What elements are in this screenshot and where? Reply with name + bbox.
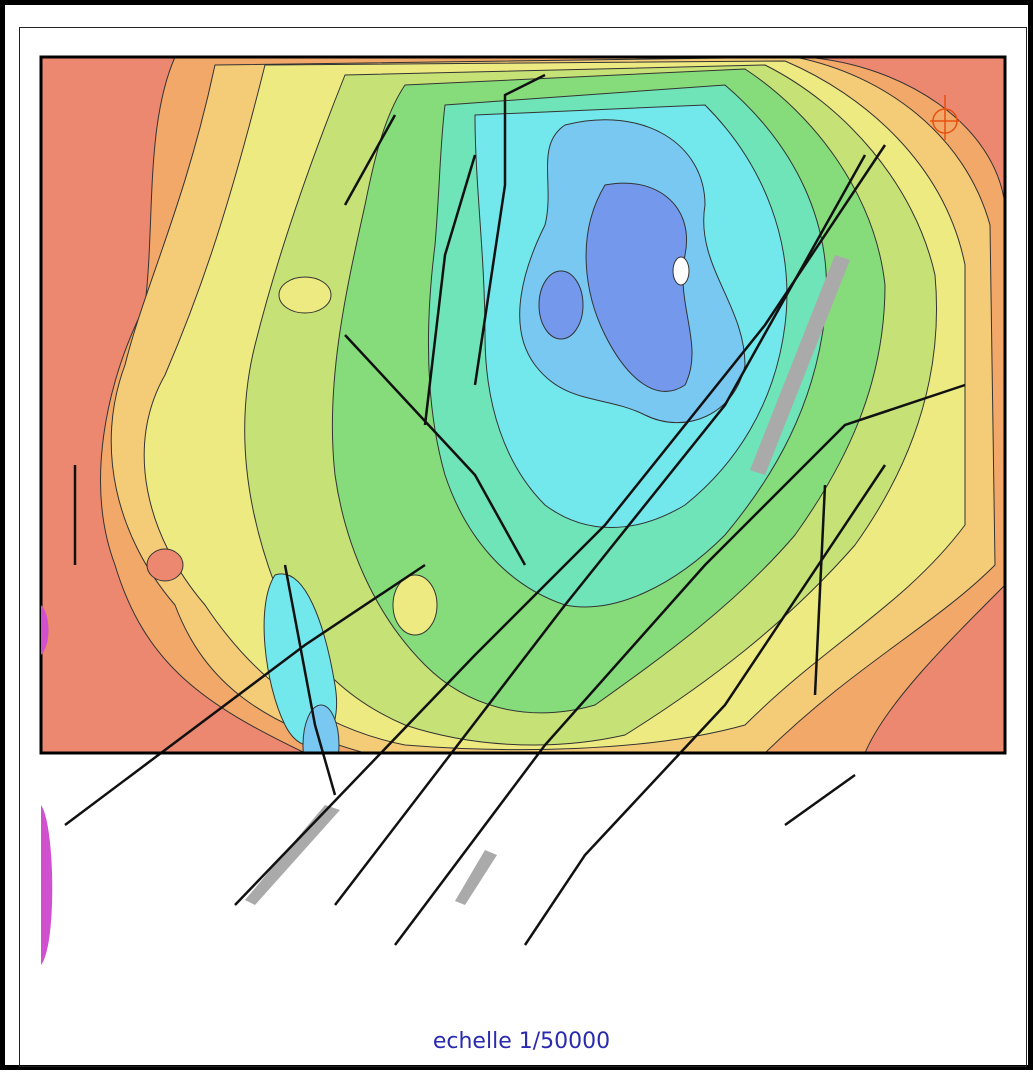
zone	[673, 257, 689, 285]
fault	[785, 775, 855, 825]
screenshot-frame: echelle 1/50000	[0, 0, 1033, 1070]
edge-mark	[41, 805, 52, 965]
scale-label: echelle 1/50000	[5, 1029, 1033, 1054]
zone	[393, 575, 437, 635]
zone	[147, 549, 183, 581]
strip	[245, 805, 340, 905]
zone	[539, 271, 583, 339]
zone	[279, 277, 331, 313]
contours	[41, 57, 1005, 815]
contour-map	[5, 5, 1033, 1075]
